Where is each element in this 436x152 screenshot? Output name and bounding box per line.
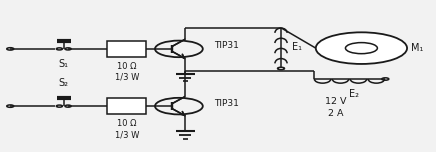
Text: TIP31: TIP31	[214, 41, 238, 50]
Text: S₁: S₁	[59, 59, 69, 69]
Text: E₂: E₂	[349, 89, 359, 99]
Text: E₁: E₁	[292, 42, 302, 52]
Text: 10 Ω
1/3 W: 10 Ω 1/3 W	[115, 119, 139, 139]
Circle shape	[316, 32, 407, 64]
Text: TIP31: TIP31	[214, 99, 238, 108]
Circle shape	[155, 41, 203, 57]
Text: S₂: S₂	[59, 78, 69, 88]
Circle shape	[155, 98, 203, 114]
Bar	[107, 98, 146, 114]
Circle shape	[345, 43, 378, 54]
Text: 12 V
2 A: 12 V 2 A	[324, 97, 346, 118]
Bar	[107, 41, 146, 57]
Text: M₁: M₁	[411, 43, 423, 53]
Text: 10 Ω
1/3 W: 10 Ω 1/3 W	[115, 62, 139, 82]
